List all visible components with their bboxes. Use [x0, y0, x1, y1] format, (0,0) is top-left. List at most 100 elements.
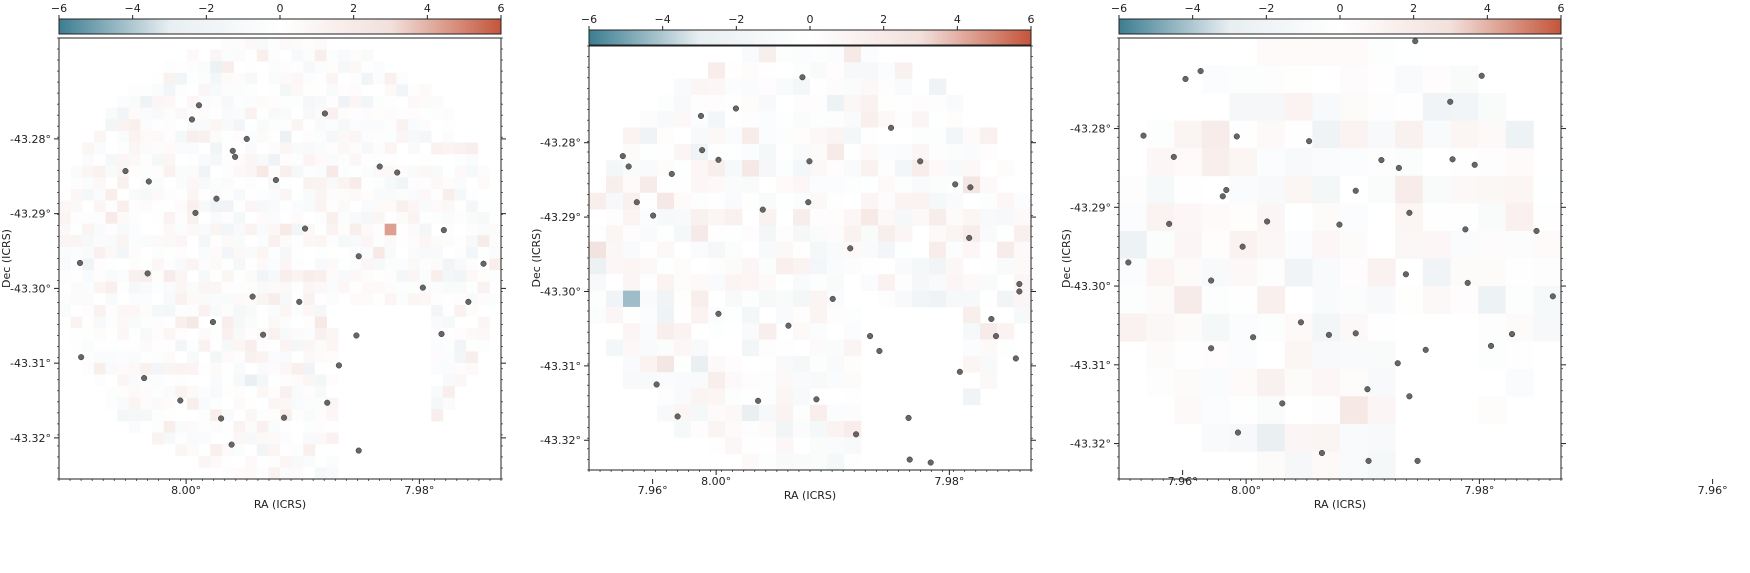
heatmap-cell [589, 241, 607, 259]
heatmap-cell [280, 374, 293, 387]
heatmap-cell [946, 258, 964, 275]
heatmap-cell [175, 362, 188, 375]
heatmap-cell [384, 200, 397, 213]
y-tick-label: -43.32° [10, 432, 51, 445]
heatmap-cell [268, 107, 281, 120]
heatmap-cell [454, 351, 467, 364]
heatmap-cell [140, 351, 153, 364]
x-tick-label: 8.00° [1231, 484, 1261, 497]
heatmap-cell [175, 386, 188, 399]
heatmap-cell [256, 304, 269, 317]
heatmap-cell [70, 188, 83, 201]
heatmap-cell [963, 290, 981, 308]
heatmap-cell [742, 339, 760, 357]
source-point [799, 74, 806, 81]
heatmap-cell [256, 96, 269, 109]
heatmap-cell [326, 177, 339, 190]
heatmap-cell [1450, 258, 1479, 287]
heatmap-cell [245, 188, 258, 201]
heatmap-cell [163, 200, 176, 213]
heatmap-cell [759, 225, 777, 243]
heatmap-cell [384, 61, 397, 74]
heatmap-cell [245, 96, 258, 109]
source-point [1336, 221, 1343, 228]
heatmap-cell [1395, 230, 1424, 259]
heatmap-cell [82, 362, 95, 375]
heatmap-cell [708, 160, 726, 177]
heatmap-cell [1312, 230, 1341, 259]
heatmap-cell [140, 409, 153, 422]
heatmap-cell [105, 304, 118, 317]
y-tick-label: -43.28° [1070, 123, 1111, 136]
heatmap-cell [175, 96, 188, 109]
heatmap-cell [1478, 313, 1507, 342]
heatmap-cell [454, 362, 467, 375]
heatmap-cell [827, 160, 845, 177]
heatmap-cell [742, 46, 760, 63]
heatmap-cell [759, 258, 777, 275]
heatmap-cell [861, 127, 879, 145]
source-point [281, 414, 288, 421]
heatmap-cell [1229, 65, 1258, 94]
heatmap-cell [1229, 368, 1258, 397]
heatmap-cell [233, 72, 246, 85]
source-point [213, 195, 220, 202]
heatmap-cell [291, 409, 304, 422]
heatmap-cell [759, 160, 777, 177]
heatmap-cell [912, 94, 930, 112]
source-point [805, 199, 812, 206]
heatmap-cell [314, 142, 327, 155]
heatmap-cell [268, 351, 281, 364]
y-tick-label: -43.31° [540, 360, 581, 373]
heatmap-cell [1367, 38, 1396, 66]
heatmap-cell [82, 154, 95, 167]
heatmap-cell [280, 328, 293, 341]
heatmap-cell [210, 328, 223, 341]
heatmap-cell [152, 212, 165, 225]
source-point [376, 163, 383, 170]
heatmap-cell [895, 160, 913, 177]
heatmap-cell [82, 223, 95, 236]
heatmap-cell [152, 258, 165, 271]
heatmap-cell [810, 339, 828, 357]
heatmap-cell [152, 420, 165, 433]
heatmap-cell [152, 177, 165, 190]
heatmap-cell [280, 467, 293, 480]
heatmap-cell [338, 188, 351, 201]
heatmap-cell [776, 453, 794, 471]
heatmap-cell [245, 270, 258, 283]
heatmap-cell [105, 154, 118, 167]
source-point [966, 234, 973, 241]
heatmap-cell [1014, 192, 1032, 210]
heatmap-cell [233, 38, 246, 51]
heatmap-cell [256, 409, 269, 422]
source-point [321, 110, 328, 117]
source-point [218, 415, 225, 422]
source-point [145, 178, 152, 185]
heatmap-cell [140, 281, 153, 294]
heatmap-cell [827, 372, 845, 389]
heatmap-cell [221, 316, 234, 329]
heatmap-cell [419, 200, 432, 213]
heatmap-cell [640, 111, 658, 128]
heatmap-cell [431, 246, 444, 259]
heatmap-cell [1229, 148, 1258, 177]
heatmap-cell [245, 246, 258, 259]
heatmap-cell [929, 225, 947, 243]
heatmap-cell [442, 107, 455, 120]
heatmap-cell [844, 176, 862, 194]
heatmap-cell [105, 165, 118, 178]
heatmap-cell [1257, 148, 1286, 177]
heatmap-cell [725, 78, 743, 96]
heatmap-cell [93, 188, 106, 201]
heatmap-cell [163, 281, 176, 294]
heatmap-cell [1367, 313, 1396, 342]
heatmap-cell [623, 160, 641, 177]
source-points [619, 74, 1023, 466]
heatmap-cell [186, 49, 199, 62]
heatmap-cell [210, 339, 223, 352]
heatmap-cell [210, 293, 223, 306]
heatmap-cell [59, 246, 72, 259]
heatmap-cell [640, 372, 658, 389]
heatmap-cell [256, 386, 269, 399]
